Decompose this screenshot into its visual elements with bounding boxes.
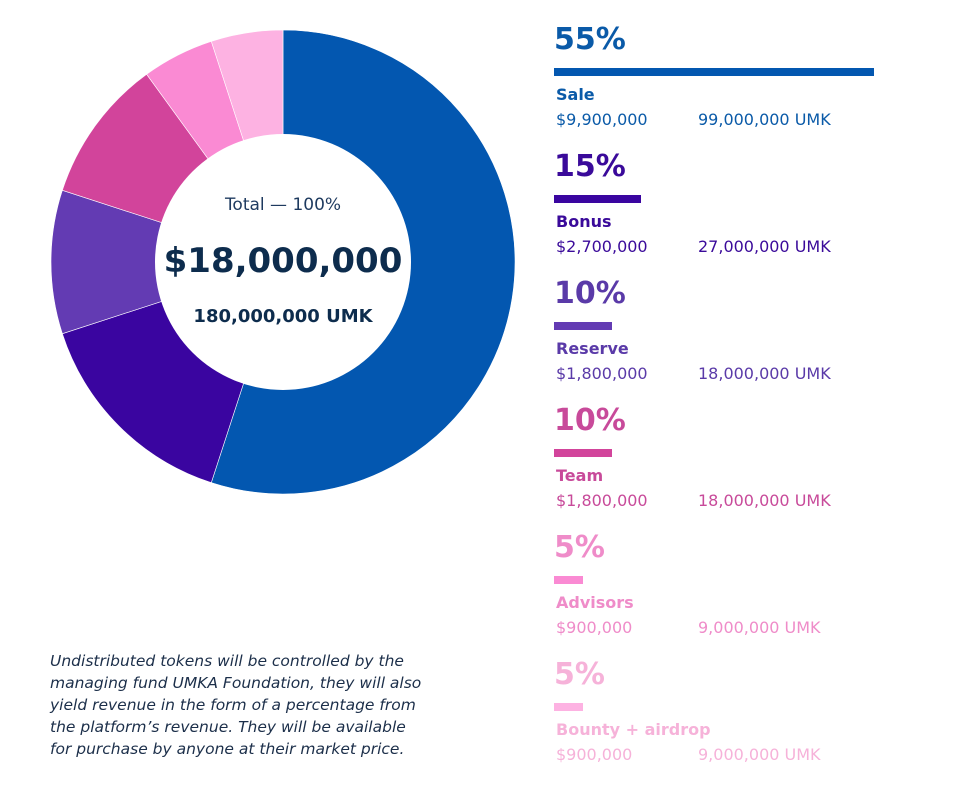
legend-umk-amount: 18,000,000 UMK xyxy=(698,491,831,510)
donut-hole xyxy=(155,134,411,390)
legend-usd-amount: $1,800,000 xyxy=(556,491,648,510)
legend-umk-amount: 99,000,000 UMK xyxy=(698,110,831,129)
legend-usd-amount: $900,000 xyxy=(556,745,633,764)
legend-name: Bounty + airdrop xyxy=(556,720,711,739)
donut-chart: Total — 100% $18,000,000 180,000,000 UMK xyxy=(50,29,516,495)
center-total-label: Total — 100% xyxy=(224,195,341,215)
legend-name: Sale xyxy=(556,85,595,104)
legend-percent: 10% xyxy=(554,403,626,438)
legend-umk-amount: 9,000,000 UMK xyxy=(698,745,821,764)
legend-name: Reserve xyxy=(556,339,629,358)
legend-name: Advisors xyxy=(556,593,634,612)
legend-entry-reserve: 10% Reserve $1,800,000 18,000,000 UMK xyxy=(554,276,934,396)
legend-entry-bonus: 15% Bonus $2,700,000 27,000,000 UMK xyxy=(554,149,934,269)
legend-usd-amount: $9,900,000 xyxy=(556,110,648,129)
legend-entry-advisors: 5% Advisors $900,000 9,000,000 UMK xyxy=(554,530,934,650)
legend-entry-sale: 55% Sale $9,900,000 99,000,000 UMK xyxy=(554,22,934,142)
legend-bar xyxy=(554,703,583,711)
center-total-amount: $18,000,000 xyxy=(164,241,403,281)
legend-name: Team xyxy=(556,466,604,485)
legend-umk-amount: 27,000,000 UMK xyxy=(698,237,831,256)
footnote: Undistributed tokens will be controlled … xyxy=(50,650,460,760)
legend-bar xyxy=(554,195,641,203)
legend-bar xyxy=(554,576,583,584)
legend-usd-amount: $1,800,000 xyxy=(556,364,648,383)
legend-percent: 15% xyxy=(554,149,626,184)
center-total-tokens: 180,000,000 UMK xyxy=(193,306,373,327)
legend-bar xyxy=(554,449,612,457)
legend-percent: 5% xyxy=(554,657,605,692)
legend-name: Bonus xyxy=(556,212,612,231)
footnote-line: for purchase by anyone at their market p… xyxy=(50,740,405,758)
legend-usd-amount: $2,700,000 xyxy=(556,237,648,256)
footnote-line: managing fund UMKA Foundation, they will… xyxy=(50,674,422,692)
footnote-line: the platform’s revenue. They will be ava… xyxy=(50,718,406,736)
legend-umk-amount: 18,000,000 UMK xyxy=(698,364,831,383)
footnote-line: yield revenue in the form of a percentag… xyxy=(50,696,416,714)
legend-entry-team: 10% Team $1,800,000 18,000,000 UMK xyxy=(554,403,934,523)
legend-umk-amount: 9,000,000 UMK xyxy=(698,618,821,637)
footnote-line: Undistributed tokens will be controlled … xyxy=(50,652,404,670)
legend-entry-bounty-airdrop: 5% Bounty + airdrop $900,000 9,000,000 UMK xyxy=(554,657,934,777)
legend-percent: 10% xyxy=(554,276,626,311)
legend-bar xyxy=(554,322,612,330)
legend-percent: 55% xyxy=(554,22,626,57)
legend-percent: 5% xyxy=(554,530,605,565)
legend-bar xyxy=(554,68,874,76)
legend-usd-amount: $900,000 xyxy=(556,618,633,637)
